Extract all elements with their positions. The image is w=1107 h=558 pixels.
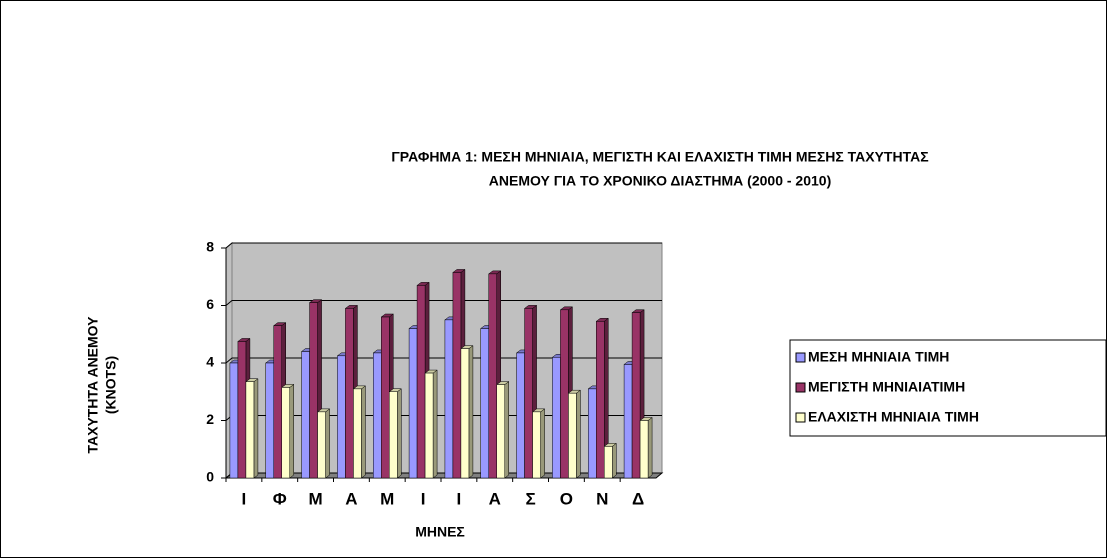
x-tick-label: Ν — [596, 489, 608, 508]
bar-side — [397, 388, 402, 479]
legend-label: ΜΕΣΗ ΜΗΝΙΑΙΑ ΤΙΜΗ — [808, 349, 949, 365]
legend-swatch — [795, 352, 806, 363]
bar-side — [576, 389, 581, 479]
bar — [309, 302, 318, 479]
bar — [345, 308, 354, 479]
bar — [596, 321, 605, 479]
bar-side — [253, 378, 259, 479]
y-axis-label: ΤΑΧΥΤΗΤΑ ΑΝΕΜΟΥ — [85, 316, 101, 454]
x-tick-label: Ι — [421, 489, 426, 508]
bar — [588, 388, 597, 479]
bar-side — [504, 381, 509, 479]
bar — [560, 309, 569, 479]
bar — [353, 388, 362, 479]
legend-swatch — [795, 382, 806, 393]
x-tick-label: Σ — [525, 489, 535, 508]
bar — [496, 384, 505, 479]
bar — [416, 285, 426, 479]
chart-title: ΓΡΑΦΗΜΑ 1: ΜΕΣΗ ΜΗΝΙΑΙΑ, ΜΕΓΙΣΤΗ ΚΑΙ ΕΛΑ… — [391, 149, 928, 165]
y-tick-label: 4 — [206, 354, 214, 370]
bar — [281, 387, 290, 479]
bar — [273, 325, 282, 479]
bar — [452, 272, 462, 479]
x-tick-label: Μ — [308, 489, 322, 508]
legend-label: ΜΕΓΙΣΤΗ ΜΗΝΙΑΙΑΤΙΜΗ — [808, 379, 965, 395]
bar — [237, 341, 247, 479]
bar — [480, 328, 489, 479]
x-tick-label: Ο — [560, 489, 573, 508]
legend-label: ΕΛΑΧΙΣΤΗ ΜΗΝΙΑΙΑ ΤΙΜΗ — [808, 409, 979, 425]
x-tick-label: Α — [489, 489, 501, 508]
bar-side — [540, 408, 545, 479]
y-tick-label: 6 — [206, 296, 214, 312]
bar — [408, 328, 418, 479]
bar-side — [612, 442, 617, 479]
bar — [552, 357, 561, 479]
chart-title: ΑΝΕΜΟΥ ΓΙΑ ΤΟ ΧΡΟΝΙΚΟ ΔΙΑΣΤΗΜΑ (2000 - 2… — [489, 173, 831, 189]
bar — [317, 411, 326, 479]
bar-side — [647, 417, 653, 479]
bar — [623, 364, 633, 479]
bar — [631, 312, 641, 479]
y-tick-label: 8 — [206, 239, 214, 255]
bar — [524, 308, 533, 479]
bar-side — [325, 408, 330, 479]
bar — [604, 446, 613, 479]
bar-side — [289, 383, 294, 479]
bar — [265, 362, 274, 479]
bar — [424, 372, 434, 479]
y-tick-label: 0 — [206, 469, 214, 485]
bar — [444, 319, 454, 479]
x-tick-label: Ι — [457, 489, 462, 508]
bar — [568, 392, 577, 479]
x-tick-label: Α — [345, 489, 357, 508]
bar — [229, 362, 239, 479]
bar — [337, 355, 346, 479]
x-tick-label: Φ — [273, 489, 287, 508]
bar — [373, 352, 382, 479]
legend-swatch — [795, 412, 806, 423]
x-tick-label: Δ — [632, 489, 644, 508]
grid-line — [225, 300, 662, 306]
legend-box — [789, 339, 1107, 437]
bar — [532, 411, 541, 479]
bar-side — [468, 345, 474, 479]
bar — [639, 420, 649, 479]
y-axis-label: (KNOTS) — [103, 356, 119, 414]
bar — [516, 352, 525, 479]
bar — [389, 391, 398, 479]
y-tick-label: 2 — [206, 411, 214, 427]
bar — [245, 381, 255, 479]
x-axis-label: ΜΗΝΕΣ — [415, 524, 465, 540]
x-tick-label: Ι — [242, 489, 247, 508]
bar — [460, 348, 470, 479]
bar-side — [432, 369, 438, 479]
bar-side — [361, 385, 366, 479]
grid-line — [225, 242, 662, 249]
x-tick-label: Μ — [380, 489, 394, 508]
bar — [381, 316, 390, 479]
bar — [301, 351, 310, 479]
bar — [488, 273, 497, 479]
